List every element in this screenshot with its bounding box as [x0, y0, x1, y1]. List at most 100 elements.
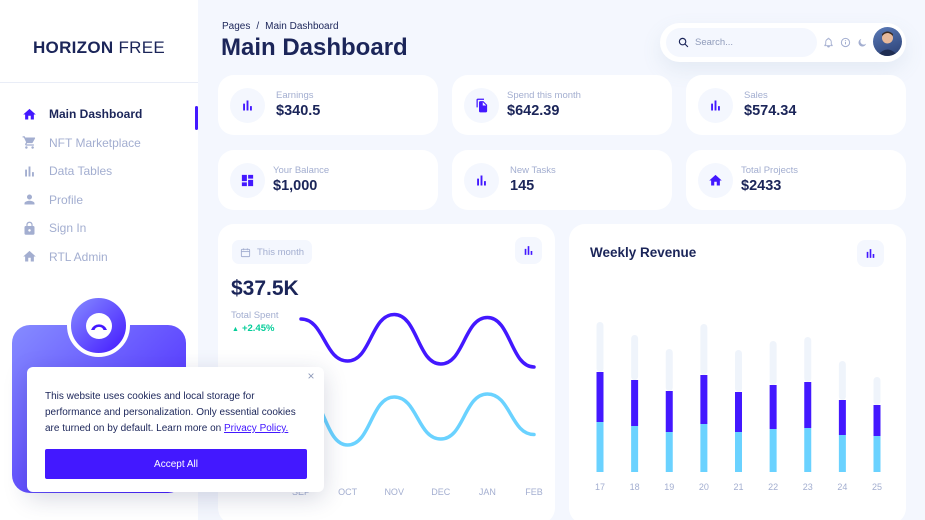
- sidebar-item-label: Sign In: [49, 221, 87, 236]
- stat-card-earnings: Earnings $340.5: [218, 75, 438, 135]
- bar-segment-1: [596, 422, 604, 472]
- bar-segment-1: [769, 429, 777, 472]
- stat-label: Total Projects: [741, 165, 799, 176]
- bar-chart-icon: [464, 163, 499, 198]
- bar-segment-2: [838, 400, 846, 435]
- stat-value: $340.5: [276, 103, 321, 119]
- bar-segment-1: [735, 432, 742, 472]
- bar-segment-2: [665, 391, 673, 432]
- lock-icon: [22, 221, 37, 236]
- page-title: Main Dashboard: [221, 34, 408, 61]
- line-series-2: [299, 389, 536, 447]
- search-box: [666, 28, 817, 57]
- bar-segment-3: [665, 349, 673, 391]
- active-indicator: [195, 106, 198, 130]
- calendar-icon: [240, 247, 251, 257]
- x-tick-label: 24: [837, 482, 847, 492]
- line-chart: SEP OCT NOV DEC JAN FEB: [292, 312, 543, 497]
- x-tick-label: 23: [803, 482, 813, 492]
- bar-segment-2: [873, 405, 881, 436]
- x-tick-label: NOV: [384, 487, 404, 497]
- x-tick-label: OCT: [338, 487, 358, 497]
- total-spent-label: Total Spent: [231, 310, 279, 321]
- bar-segment-1: [700, 424, 708, 472]
- sidebar-item-data-tables[interactable]: Data Tables: [0, 157, 198, 186]
- bar-segment-1: [838, 435, 846, 472]
- chart-title: Weekly Revenue: [590, 245, 697, 260]
- sidebar-item-main-dashboard[interactable]: Main Dashboard: [0, 100, 198, 130]
- home-icon: [698, 163, 733, 198]
- line-series-1: [299, 312, 536, 369]
- moon-icon[interactable]: [856, 36, 868, 48]
- stat-card-sales: Sales $574.34: [686, 75, 906, 135]
- bar-chart-icon: [698, 88, 733, 123]
- close-icon[interactable]: ×: [307, 369, 315, 383]
- avatar[interactable]: [873, 27, 902, 56]
- privacy-policy-link[interactable]: Privacy Policy.: [224, 423, 289, 434]
- x-tick-label: 21: [733, 482, 743, 492]
- home-icon: [22, 249, 37, 264]
- bar-segment-2: [700, 375, 708, 424]
- stat-card-projects: Total Projects $2433: [686, 150, 906, 210]
- bar-segment-3: [596, 322, 604, 372]
- home-icon: [22, 107, 37, 122]
- x-tick-label: 25: [872, 482, 882, 492]
- stat-card-balance: Your Balance $1,000: [218, 150, 438, 210]
- dashboard-icon: [230, 163, 265, 198]
- bar-segment-3: [838, 361, 846, 400]
- stat-value: $1,000: [273, 178, 318, 194]
- stat-card-spend: Spend this month $642.39: [452, 75, 672, 135]
- change-badge: ▲ +2.45%: [232, 323, 274, 334]
- bar-chart-icon: [866, 249, 875, 258]
- sidebar-item-label: NFT Marketplace: [49, 135, 141, 150]
- bar-segment-3: [873, 377, 881, 405]
- stat-label: New Tasks: [510, 165, 556, 176]
- bar-chart-icon: [22, 164, 37, 179]
- stat-value: 145: [510, 178, 535, 194]
- search-input[interactable]: [695, 37, 805, 48]
- documents-icon: [464, 88, 499, 123]
- stat-label: Your Balance: [273, 165, 330, 176]
- sidebar-item-label: Main Dashboard: [49, 107, 143, 122]
- bar-segment-2: [769, 385, 777, 429]
- bar-segment-3: [631, 335, 639, 380]
- sidebar-item-nft-marketplace[interactable]: NFT Marketplace: [0, 129, 198, 158]
- breadcrumb-current[interactable]: Main Dashboard: [265, 21, 339, 32]
- bar-segment-2: [804, 382, 812, 428]
- person-icon: [22, 192, 37, 207]
- x-tick-label: DEC: [431, 487, 451, 497]
- cookie-text: This website uses cookies and local stor…: [45, 389, 310, 437]
- stat-label: Earnings: [276, 90, 314, 101]
- cart-icon: [22, 135, 37, 150]
- x-tick-label: 20: [699, 482, 709, 492]
- chart-options-button[interactable]: [515, 237, 542, 264]
- month-selector[interactable]: This month: [232, 240, 312, 264]
- bar-chart-icon: [230, 88, 265, 123]
- sidebar-item-label: Data Tables: [49, 164, 113, 179]
- sidebar-item-rtl-admin[interactable]: RTL Admin: [0, 243, 198, 272]
- brand-logo[interactable]: HORIZON FREE: [0, 38, 198, 58]
- stat-label: Sales: [744, 90, 768, 101]
- bar-segment-1: [804, 428, 812, 472]
- sidebar-item-profile[interactable]: Profile: [0, 186, 198, 215]
- sidebar-item-label: RTL Admin: [49, 249, 108, 264]
- brand-light: FREE: [118, 38, 166, 57]
- breadcrumb-root[interactable]: Pages: [222, 21, 251, 32]
- info-icon[interactable]: [839, 36, 851, 48]
- sidebar-divider: [0, 82, 198, 83]
- bar-segment-1: [873, 436, 881, 472]
- bell-icon[interactable]: [822, 36, 834, 48]
- search-icon: [678, 37, 689, 48]
- sidebar-item-label: Profile: [49, 192, 84, 207]
- accept-all-button[interactable]: Accept All: [45, 449, 307, 479]
- change-value: +2.45%: [241, 323, 275, 334]
- month-selector-label: This month: [257, 246, 304, 258]
- sidebar-item-sign-in[interactable]: Sign In: [0, 214, 198, 243]
- bar-segment-3: [769, 341, 777, 385]
- stat-value: $574.34: [744, 103, 797, 119]
- total-spent-value: $37.5K: [231, 277, 299, 300]
- bar-chart: 17 18 19 20 21 22 23 24 25: [595, 322, 882, 492]
- x-tick-label: 22: [768, 482, 778, 492]
- chart-options-button[interactable]: [857, 240, 884, 267]
- bar-segment-3: [700, 324, 708, 375]
